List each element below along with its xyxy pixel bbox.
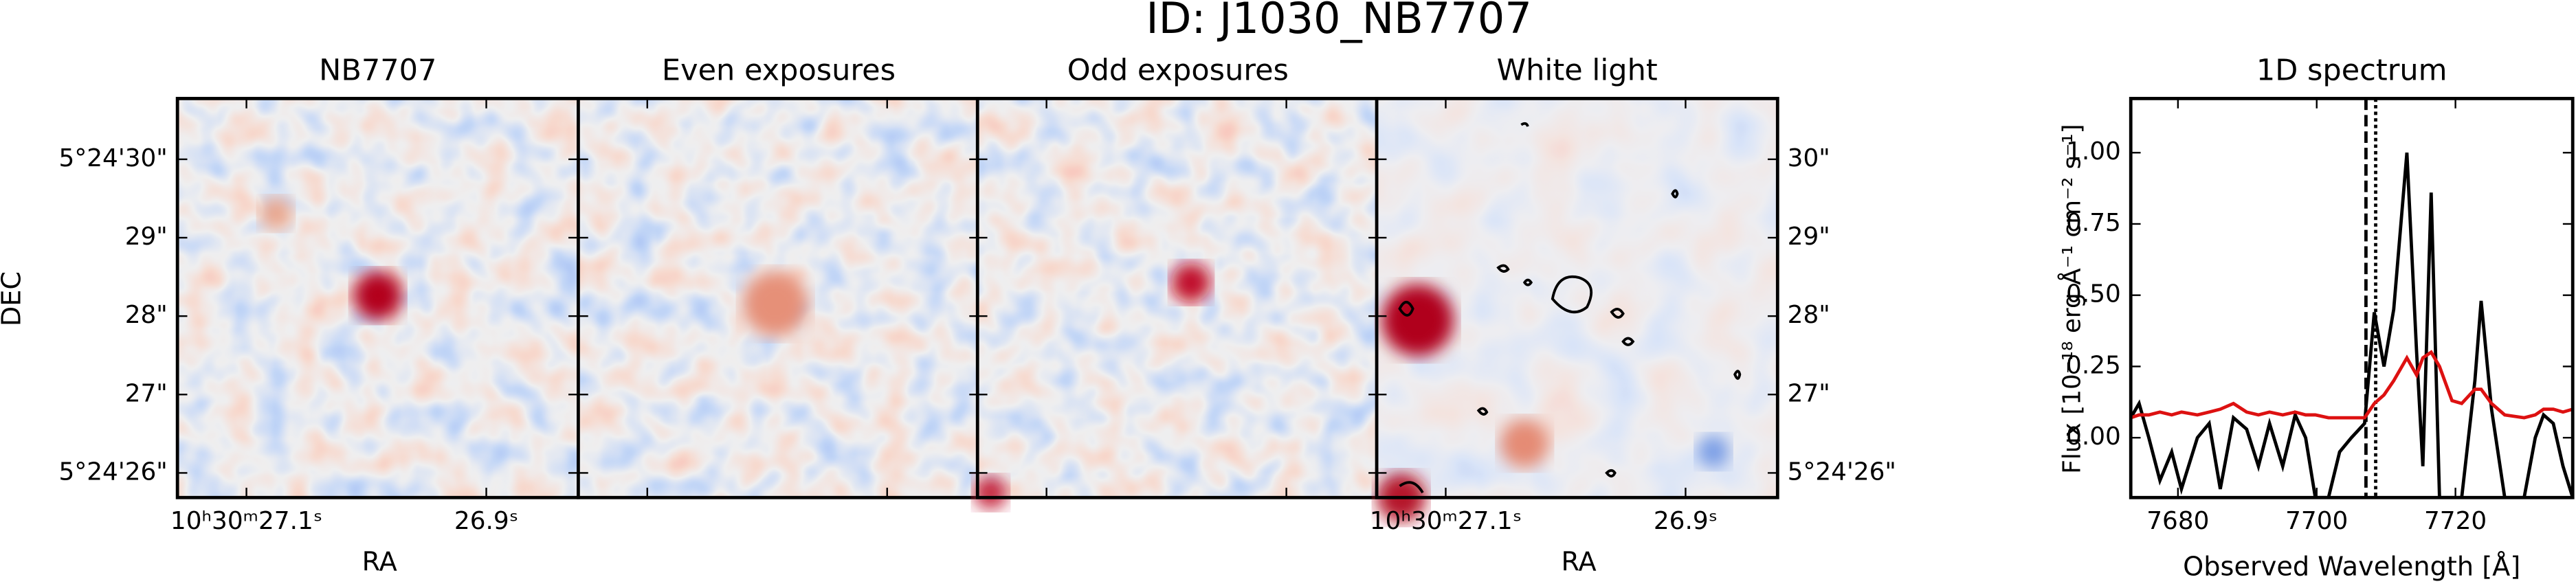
image-panel xyxy=(1375,97,1779,523)
image-panel xyxy=(974,97,1380,509)
spectrum-line xyxy=(2131,153,2573,498)
x-tick-label: 7700 xyxy=(2285,507,2348,535)
y-axis-label: Flux [10⁻¹⁸ erg Å⁻¹ cm⁻² s⁻¹] xyxy=(2057,124,2087,473)
emission-blob xyxy=(353,271,403,321)
contour xyxy=(1398,300,1414,317)
emission-blob xyxy=(259,196,293,230)
contour xyxy=(1621,337,1635,346)
panel-title: White light xyxy=(1497,54,1658,88)
contour xyxy=(1520,122,1529,127)
emission-blob xyxy=(1500,418,1550,469)
panel-frame xyxy=(1375,97,1779,499)
y-tick-label: 0.50 xyxy=(2066,280,2121,308)
contour xyxy=(1522,278,1533,286)
y-tick-label: 29" xyxy=(125,223,168,251)
x-tick-label: 7720 xyxy=(2424,507,2487,535)
y-tick-label: 0.25 xyxy=(2066,351,2121,379)
y-axis-label: DEC xyxy=(0,271,27,326)
emission-blob xyxy=(742,271,809,337)
y-tick-label: 29" xyxy=(1788,223,1830,251)
y-tick-label: 28" xyxy=(125,301,168,329)
y-tick-label: 28" xyxy=(1788,301,1830,329)
contour xyxy=(1551,275,1593,314)
x-tick-label: 7680 xyxy=(2146,507,2209,535)
axes-frame xyxy=(2129,97,2575,499)
panel-title: Even exposures xyxy=(662,54,896,88)
emission-blob xyxy=(1171,262,1211,302)
x-tick-label: 10ʰ30ᵐ27.1ˢ xyxy=(1370,507,1522,535)
emission-blob xyxy=(1697,435,1730,469)
contour xyxy=(1605,469,1617,478)
y-tick-label: 0.00 xyxy=(2066,422,2121,451)
panel-title: Odd exposures xyxy=(1067,54,1289,88)
y-tick-label: 0.75 xyxy=(2066,209,2121,237)
y-tick-label: 30" xyxy=(1788,144,1830,172)
contour xyxy=(1399,481,1424,494)
x-tick-label: 26.9ˢ xyxy=(454,507,518,535)
contour xyxy=(1610,308,1625,319)
plot-area xyxy=(2131,98,2573,498)
emission-blob xyxy=(1381,284,1454,357)
panel-title: 1D spectrum xyxy=(2256,54,2447,88)
figure-title: ID: J1030_NB7707 xyxy=(1146,0,1532,43)
y-tick-label: 5°24'26" xyxy=(59,458,168,486)
x-axis-label: RA xyxy=(1561,547,1596,577)
noise-map xyxy=(977,98,1379,498)
y-tick-label: 5°24'26" xyxy=(1788,458,1896,486)
contour xyxy=(1671,189,1679,199)
y-tick-label: 27" xyxy=(125,379,168,407)
contour xyxy=(1476,407,1489,416)
x-tick-label: 10ʰ30ᵐ27.1ˢ xyxy=(170,507,322,535)
x-axis-label: Observed Wavelength [Å] xyxy=(2183,550,2520,583)
emission-blob xyxy=(974,476,1008,509)
image-panel xyxy=(175,97,580,499)
y-tick-label: 1.00 xyxy=(2066,137,2121,166)
y-tick-label: 27" xyxy=(1788,379,1830,407)
contour xyxy=(1496,264,1510,273)
spectrum-line xyxy=(2131,350,2573,420)
y-tick-label: 5°24'30" xyxy=(59,144,168,172)
contour xyxy=(1733,370,1742,380)
x-axis-label: RA xyxy=(362,547,397,577)
panel-title: NB7707 xyxy=(319,54,436,88)
image-panel xyxy=(577,97,981,499)
x-tick-label: 26.9ˢ xyxy=(1654,507,1718,535)
